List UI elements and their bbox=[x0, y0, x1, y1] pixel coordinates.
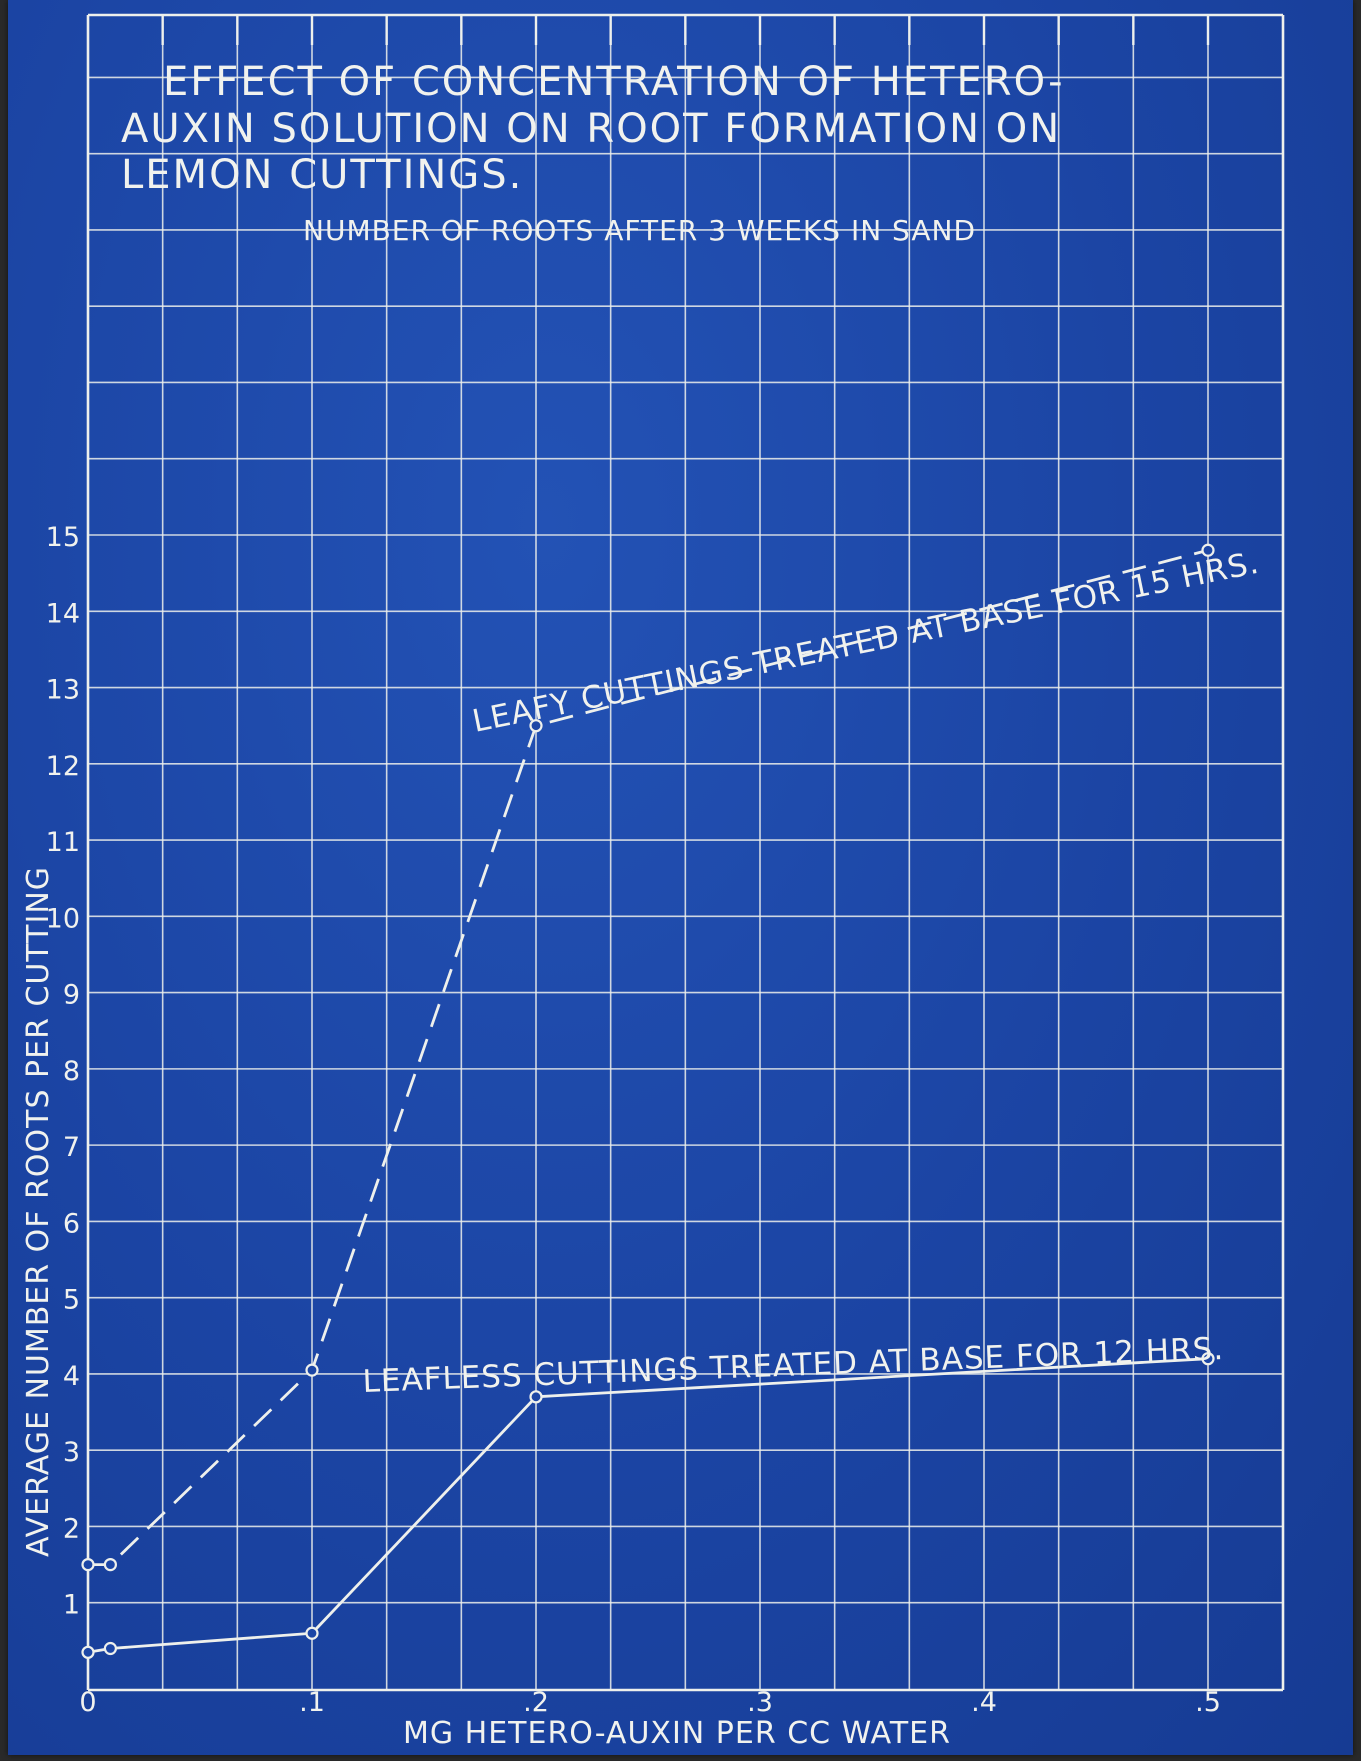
data-point bbox=[81, 1557, 95, 1572]
frame bbox=[86, 13, 1285, 1692]
y-tick-label: 13 bbox=[46, 675, 80, 706]
y-tick-label: 9 bbox=[63, 980, 80, 1011]
data-point bbox=[305, 1363, 319, 1377]
x-tick-label: .1 bbox=[299, 1687, 325, 1718]
y-tick-label: 4 bbox=[63, 1361, 80, 1392]
y-tick-label: 5 bbox=[63, 1285, 80, 1316]
y-axis-label: AVERAGE NUMBER OF ROOTS PER CUTTING bbox=[21, 866, 56, 1557]
y-tick-label: 12 bbox=[46, 751, 80, 782]
data-point bbox=[103, 1557, 118, 1572]
y-tick-label: 2 bbox=[63, 1513, 80, 1544]
grid bbox=[88, 15, 1283, 1690]
y-tick-label: 8 bbox=[63, 1056, 80, 1087]
x-tick-label: .3 bbox=[747, 1687, 773, 1718]
chart-subtitle: NUMBER OF ROOTS AFTER 3 WEEKS IN SAND bbox=[303, 214, 976, 247]
x-axis-label: MG HETERO-AUXIN PER CC WATER bbox=[403, 1716, 951, 1751]
data-point bbox=[305, 1626, 319, 1640]
chart-title-line-1: EFFECT OF CONCENTRATION OF HETERO- bbox=[163, 59, 1065, 105]
data-point bbox=[1201, 543, 1215, 557]
series-label-leafy: LEAFY CUTTINGS TREATED AT BASE FOR 15 HR… bbox=[469, 545, 1262, 740]
y-tick-label: 10 bbox=[46, 903, 80, 934]
data-point bbox=[81, 1645, 95, 1659]
data-point bbox=[1201, 1352, 1215, 1366]
x-tick-label: .5 bbox=[1195, 1687, 1221, 1718]
y-tick-label: 11 bbox=[46, 827, 80, 858]
data-point bbox=[103, 1641, 118, 1656]
y-tick-label: 14 bbox=[46, 598, 80, 629]
x-tick-label: 0 bbox=[79, 1687, 96, 1718]
data-points bbox=[81, 543, 1215, 1659]
series-lines bbox=[87, 548, 1209, 1654]
data-point bbox=[529, 1390, 543, 1404]
y-tick-label: 7 bbox=[63, 1132, 80, 1163]
series-line-leafless bbox=[87, 1357, 1209, 1654]
y-tick-label: 6 bbox=[63, 1208, 80, 1239]
x-tick-label: .2 bbox=[523, 1687, 549, 1718]
x-tick-label: .4 bbox=[971, 1687, 997, 1718]
series-label-leafless: LEAFLESS CUTTINGS TREATED AT BASE FOR 12… bbox=[362, 1331, 1225, 1400]
chart: EFFECT OF CONCENTRATION OF HETERO- AUXIN… bbox=[21, 13, 1285, 1751]
y-tick-label: 3 bbox=[63, 1437, 80, 1468]
chart-title-line-3: LEMON CUTTINGS. bbox=[121, 152, 523, 198]
chart-title-line-2: AUXIN SOLUTION ON ROOT FORMATION ON bbox=[121, 106, 1061, 152]
data-point bbox=[529, 719, 543, 733]
y-tick-label: 15 bbox=[46, 522, 80, 553]
y-tick-label: 1 bbox=[63, 1590, 80, 1621]
blueprint-sheet: EFFECT OF CONCENTRATION OF HETERO- AUXIN… bbox=[8, 0, 1353, 1755]
